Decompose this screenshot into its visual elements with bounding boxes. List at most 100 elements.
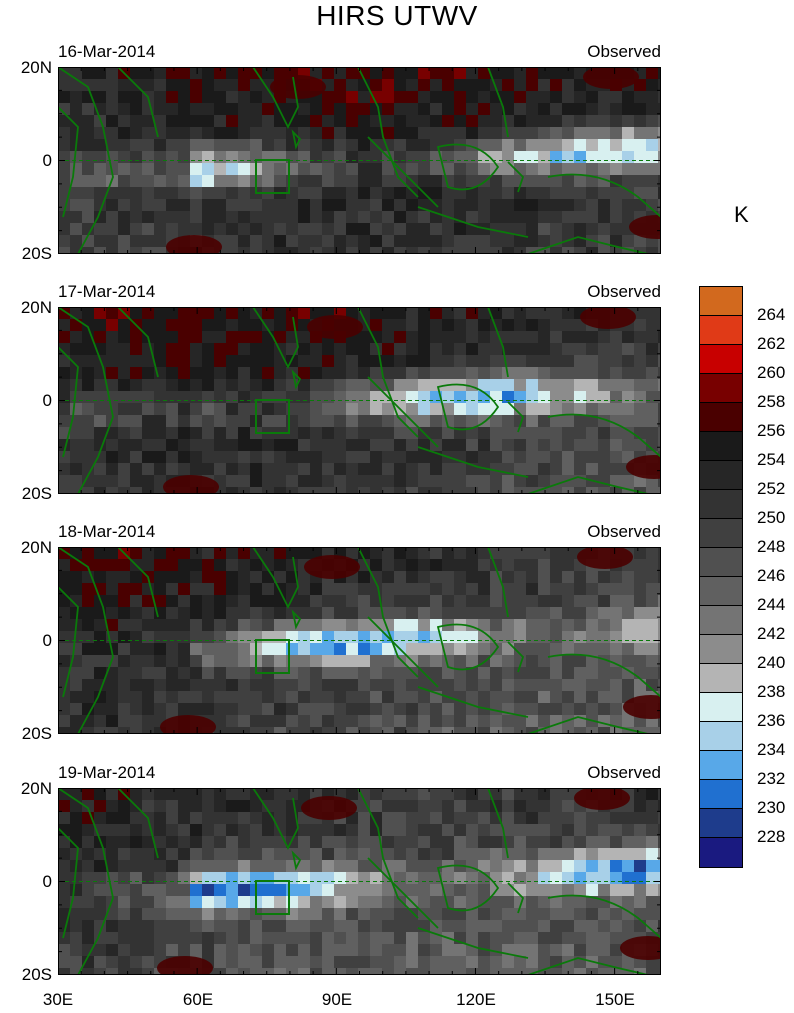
coastline bbox=[417, 446, 529, 478]
utwv-field-cell bbox=[274, 163, 287, 176]
utwv-field-cell bbox=[454, 595, 467, 608]
utwv-field-cell bbox=[478, 223, 491, 236]
utwv-field-cell bbox=[58, 691, 71, 704]
utwv-field-cell bbox=[70, 211, 83, 224]
utwv-field-cell bbox=[94, 619, 107, 632]
utwv-field-cell bbox=[490, 932, 503, 945]
utwv-field-cell bbox=[154, 355, 167, 368]
utwv-field-cell bbox=[502, 343, 515, 356]
utwv-field-cell bbox=[538, 139, 551, 152]
utwv-field-cell bbox=[598, 463, 611, 476]
utwv-field-cell bbox=[538, 848, 551, 861]
utwv-field-cell bbox=[118, 691, 131, 704]
utwv-field-cell bbox=[130, 583, 143, 596]
utwv-field-cell bbox=[190, 463, 203, 476]
utwv-field-cell bbox=[106, 439, 119, 452]
utwv-field-cell bbox=[658, 391, 661, 404]
utwv-field-cell bbox=[478, 187, 491, 200]
utwv-field-cell bbox=[406, 571, 419, 584]
utwv-field-cell bbox=[598, 343, 611, 356]
utwv-field-cell bbox=[358, 619, 371, 632]
utwv-field-cell bbox=[394, 139, 407, 152]
utwv-field-cell bbox=[250, 91, 263, 104]
coastline bbox=[58, 788, 114, 975]
utwv-field-cell bbox=[226, 223, 239, 236]
utwv-field-cell bbox=[262, 607, 275, 620]
utwv-field-cell bbox=[214, 331, 227, 344]
utwv-field-cell bbox=[178, 91, 191, 104]
utwv-field-cell bbox=[118, 968, 131, 975]
utwv-field-cell bbox=[490, 920, 503, 933]
colorbar-tick-label: 248 bbox=[757, 537, 786, 556]
utwv-field-cell bbox=[466, 824, 479, 837]
utwv-field-cell bbox=[298, 235, 311, 248]
utwv-field-cell bbox=[610, 391, 623, 404]
utwv-field-cell bbox=[190, 691, 203, 704]
dry-patch bbox=[157, 956, 213, 975]
utwv-field-cell bbox=[550, 115, 563, 128]
utwv-field-cell bbox=[70, 944, 83, 957]
utwv-field-cell bbox=[106, 355, 119, 368]
utwv-field-cell bbox=[382, 367, 395, 380]
utwv-field-cell bbox=[454, 127, 467, 140]
utwv-field-cell bbox=[478, 727, 491, 734]
utwv-field-cell bbox=[610, 956, 623, 969]
utwv-field-cell bbox=[106, 908, 119, 921]
utwv-field-cell bbox=[394, 559, 407, 572]
utwv-field-cell bbox=[142, 199, 155, 212]
utwv-field-cell bbox=[58, 860, 71, 873]
utwv-field-cell bbox=[358, 643, 371, 656]
utwv-field-cell bbox=[346, 367, 359, 380]
utwv-field-cell bbox=[334, 908, 347, 921]
utwv-field-cell bbox=[274, 475, 287, 488]
utwv-field-cell bbox=[346, 860, 359, 873]
utwv-field-cell bbox=[322, 968, 335, 975]
utwv-field-cell bbox=[82, 896, 95, 909]
utwv-field-cell bbox=[466, 103, 479, 116]
utwv-field-cell bbox=[442, 331, 455, 344]
panel-1-lat-equator: 0 bbox=[42, 151, 52, 170]
map-panel-2 bbox=[58, 307, 661, 494]
utwv-field-cell bbox=[262, 235, 275, 248]
utwv-field-cell bbox=[70, 331, 83, 344]
utwv-field-cell bbox=[274, 367, 287, 380]
utwv-field-cell bbox=[226, 67, 239, 80]
utwv-field-cell bbox=[178, 595, 191, 608]
utwv-field-cell bbox=[154, 547, 167, 560]
utwv-field-cell bbox=[634, 79, 647, 92]
utwv-field-cell bbox=[334, 247, 347, 254]
utwv-field-cell bbox=[394, 968, 407, 975]
utwv-field-cell bbox=[118, 559, 131, 572]
utwv-field-cell bbox=[226, 595, 239, 608]
utwv-field-cell bbox=[478, 968, 491, 975]
utwv-field-cell bbox=[574, 91, 587, 104]
utwv-field-cell bbox=[490, 247, 503, 254]
utwv-field-cell bbox=[94, 379, 107, 392]
utwv-field-cell bbox=[382, 307, 395, 320]
utwv-field-cell bbox=[550, 463, 563, 476]
utwv-field-cell bbox=[202, 115, 215, 128]
utwv-field-cell bbox=[418, 691, 431, 704]
utwv-field-cell bbox=[502, 211, 515, 224]
utwv-field-cell bbox=[514, 968, 527, 975]
utwv-field-cell bbox=[406, 595, 419, 608]
utwv-field-cell bbox=[262, 403, 275, 416]
utwv-field-cell bbox=[406, 223, 419, 236]
coastline bbox=[58, 586, 79, 698]
utwv-field-cell bbox=[190, 944, 203, 957]
utwv-field-cell bbox=[190, 860, 203, 873]
utwv-field-cell bbox=[130, 223, 143, 236]
utwv-field-cell bbox=[178, 643, 191, 656]
utwv-field-cell bbox=[634, 343, 647, 356]
utwv-field-cell bbox=[418, 331, 431, 344]
utwv-field-cell bbox=[658, 547, 661, 560]
utwv-field-cell bbox=[418, 415, 431, 428]
utwv-field-cell bbox=[658, 379, 661, 392]
utwv-field-cell bbox=[214, 439, 227, 452]
utwv-field-cell bbox=[538, 896, 551, 909]
utwv-field-cell bbox=[526, 439, 539, 452]
utwv-field-cell bbox=[430, 595, 443, 608]
utwv-field-cell bbox=[70, 703, 83, 716]
utwv-field-cell bbox=[226, 932, 239, 945]
utwv-field-cell bbox=[274, 655, 287, 668]
